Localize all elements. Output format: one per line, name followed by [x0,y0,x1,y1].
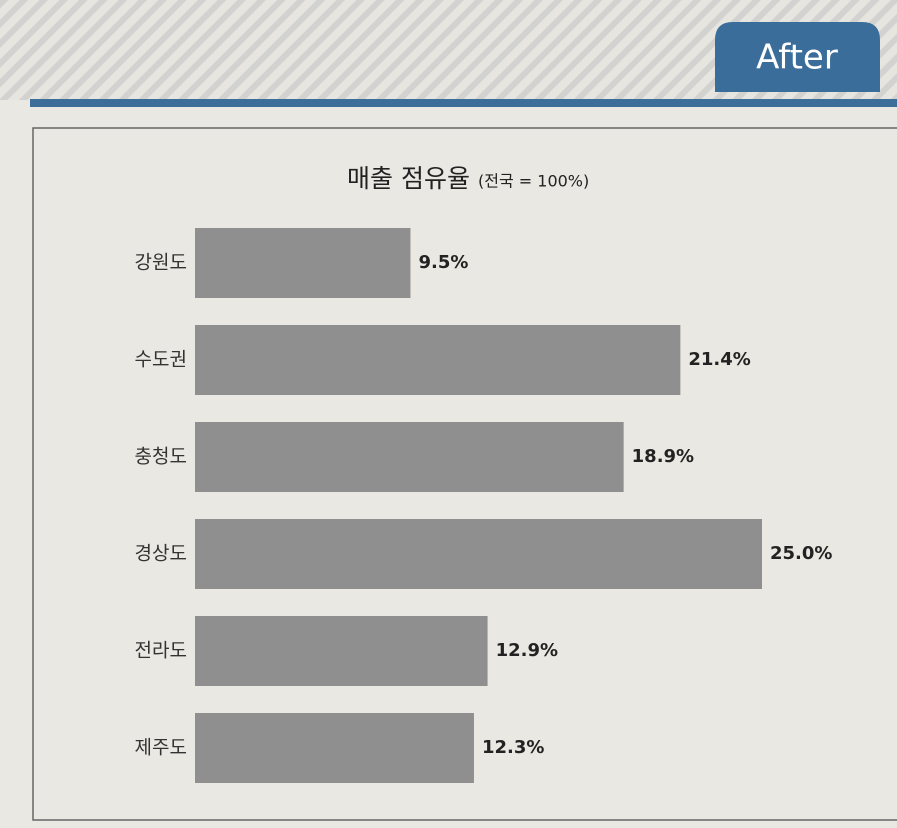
category-label: 전라도 [135,640,187,662]
category-label: 수도권 [135,349,187,371]
value-label: 18.9% [632,446,694,467]
bar [195,325,681,395]
badge-text: After [756,38,838,78]
header-rule [30,99,897,107]
bar [195,422,624,492]
bar [195,519,762,589]
value-label: 25.0% [770,543,832,564]
bar [195,228,411,298]
value-label: 12.9% [496,640,558,661]
value-label: 9.5% [418,252,468,273]
category-label: 충청도 [135,446,187,468]
chart-frame [32,127,897,821]
category-label: 경상도 [135,543,187,565]
value-label: 21.4% [688,349,750,370]
bar [195,616,488,686]
category-label: 제주도 [135,737,187,759]
badge [715,22,880,92]
category-label: 강원도 [135,252,187,274]
chart-title: 매출 점유율 [347,164,470,193]
chart-subtitle: (전국 = 100%) [478,172,589,191]
value-label: 12.3% [482,737,544,758]
bar [195,713,474,783]
